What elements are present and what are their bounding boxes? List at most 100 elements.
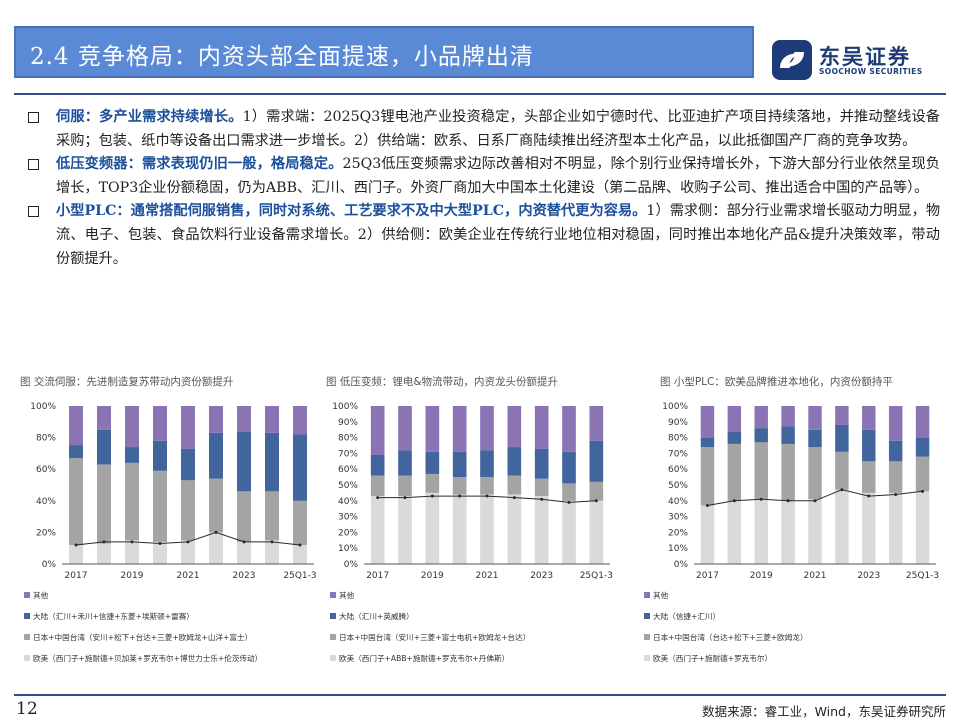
bar-segment-japan bbox=[97, 464, 111, 544]
bar-segment-other bbox=[754, 406, 768, 429]
bar-segment-west bbox=[153, 541, 167, 564]
bullet-text: 25Q3低压变频需求边际改善相对不明显，除个别行业保持增长外，下游大部分行业依然… bbox=[56, 156, 940, 196]
bar-segment-other bbox=[808, 406, 822, 430]
y-tick-label: 60% bbox=[668, 465, 688, 475]
bar-segment-west bbox=[754, 499, 768, 564]
bar-segment-japan bbox=[727, 443, 742, 501]
bar-segment-japan bbox=[425, 473, 440, 493]
bar-segment-west bbox=[835, 489, 849, 564]
bar-segment-japan bbox=[452, 477, 467, 495]
bar-segment-japan bbox=[480, 477, 494, 495]
bar-segment-mainland bbox=[534, 448, 549, 479]
y-tick-label: 80% bbox=[668, 434, 688, 444]
bar-segment-mainland bbox=[69, 445, 83, 459]
page-title: 2.4 竞争格局：内资头部全面提速，小品牌出清 bbox=[30, 44, 534, 70]
data-source: 数据来源：睿工业，Wind，东吴证券研究所 bbox=[702, 704, 946, 719]
y-tick-label: 70% bbox=[338, 449, 358, 459]
share-line-point bbox=[485, 494, 489, 498]
y-tick-label: 90% bbox=[668, 418, 688, 428]
bar-segment-mainland bbox=[237, 431, 251, 492]
chart-servo: 0% 20% 40% 60% 80% 100% 2017 2019 2021 2023 25Q1-3… bbox=[20, 394, 320, 684]
logo-chinese-name: 东吴证券 bbox=[819, 45, 911, 69]
bar-segment-other bbox=[181, 406, 195, 449]
bar-segment-other bbox=[209, 406, 223, 433]
legend-swatch bbox=[644, 592, 650, 598]
share-line-point bbox=[458, 494, 462, 498]
legend-swatch bbox=[24, 634, 30, 640]
share-line-point bbox=[376, 496, 380, 500]
share-line-point bbox=[813, 499, 817, 503]
bar-segment-other bbox=[265, 406, 279, 433]
x-tick-label: 2023 bbox=[530, 571, 553, 581]
x-tick-label: 2021 bbox=[177, 571, 200, 581]
legend-label: 大陆（信捷+汇川） bbox=[653, 611, 720, 621]
legend-label: 其他 bbox=[339, 590, 355, 600]
page-number: 12 bbox=[16, 699, 38, 719]
bar-segment-other bbox=[153, 406, 167, 441]
bar-segment-japan bbox=[237, 491, 251, 542]
bullet-lead: 伺服：多产业需求持续增长。 bbox=[56, 109, 243, 125]
bar-segment-west bbox=[507, 494, 522, 564]
bar-segment-west bbox=[452, 494, 467, 564]
share-line-point bbox=[759, 497, 763, 501]
bar-segment-mainland bbox=[97, 429, 111, 465]
bar-segment-west bbox=[915, 491, 930, 564]
bar-segment-west bbox=[808, 499, 822, 564]
bar-segment-west bbox=[534, 496, 549, 564]
bar-segment-other bbox=[888, 406, 903, 441]
share-line-point bbox=[512, 496, 516, 500]
bullet-servo: 伺服：多产业需求持续增长。1）需求端：2025Q3锂电池产业投资稳定，头部企业如… bbox=[28, 106, 940, 153]
y-tick-label: 50% bbox=[338, 481, 358, 491]
bar-segment-japan bbox=[209, 478, 223, 533]
legend-label: 欧美（西门子+施耐德+罗克韦尔） bbox=[653, 653, 772, 663]
bar-segment-other bbox=[862, 406, 876, 430]
bar-segment-mainland bbox=[125, 447, 139, 463]
bar-segment-other bbox=[97, 406, 111, 430]
y-tick-label: 20% bbox=[668, 528, 688, 538]
bar-segment-japan bbox=[153, 470, 167, 542]
share-line-point bbox=[840, 488, 844, 492]
share-line-point bbox=[102, 540, 106, 544]
legend-swatch bbox=[644, 655, 650, 661]
bar-segment-japan bbox=[562, 483, 576, 501]
bar-segment-other bbox=[835, 406, 849, 425]
bullet-plc: 小型PLC：通常搭配伺服销售，同时对系统、工艺要求不及中大型PLC，内资替代更为… bbox=[28, 200, 940, 271]
bar-segment-west bbox=[181, 540, 195, 564]
legend-label: 大陆（汇川+禾川+信捷+东菱+埃斯顿+雷赛） bbox=[33, 611, 194, 621]
share-line-point bbox=[921, 489, 925, 493]
bar-segment-other bbox=[562, 406, 576, 452]
chart-servo-svg: 0% 20% 40% 60% 80% 100% 2017 2019 2021 2023 25Q1-3… bbox=[24, 402, 317, 663]
header-divider bbox=[14, 93, 946, 95]
y-tick-label: 20% bbox=[338, 528, 358, 538]
bar-segment-mainland bbox=[808, 429, 822, 448]
chart-inverter: 0% 10% 20% 30% 40% 50% 60% 70% 80% 90% 100% 2017 201… bbox=[326, 394, 626, 684]
bar-segment-mainland bbox=[700, 437, 715, 448]
x-tick-label: 2017 bbox=[366, 571, 389, 581]
x-tick-label: 2019 bbox=[421, 571, 444, 581]
bar-segment-west bbox=[398, 496, 412, 564]
share-line-point bbox=[186, 540, 190, 544]
legend-swatch bbox=[24, 592, 30, 598]
x-tick-label: 2017 bbox=[65, 571, 88, 581]
x-tick-label: 2019 bbox=[121, 571, 144, 581]
bar-segment-mainland bbox=[181, 448, 195, 481]
chart-inverter-svg: 0% 10% 20% 30% 40% 50% 60% 70% 80% 90% 100% 2017 201… bbox=[330, 402, 613, 663]
bar-segment-other bbox=[398, 406, 412, 451]
y-tick-label: 0% bbox=[42, 560, 57, 570]
bullet-lead: 低压变频器：需求表现仍旧一般，格局稳定。 bbox=[56, 156, 343, 173]
bar-segment-other bbox=[69, 406, 83, 446]
bar-segment-other bbox=[507, 406, 522, 448]
bar-segment-west bbox=[862, 492, 876, 564]
share-line-point bbox=[786, 499, 790, 503]
bar-segment-mainland bbox=[425, 451, 440, 474]
bar-segment-mainland bbox=[727, 431, 742, 444]
bar-segment-japan bbox=[862, 461, 876, 493]
y-tick-label: 30% bbox=[668, 513, 688, 523]
bar-segment-mainland bbox=[480, 450, 494, 478]
share-line-point bbox=[298, 543, 302, 547]
bar-segment-other bbox=[237, 406, 251, 432]
y-tick-label: 60% bbox=[338, 465, 358, 475]
y-tick-label: 80% bbox=[36, 434, 56, 444]
share-line-point bbox=[540, 497, 544, 501]
share-line-point bbox=[732, 499, 736, 503]
